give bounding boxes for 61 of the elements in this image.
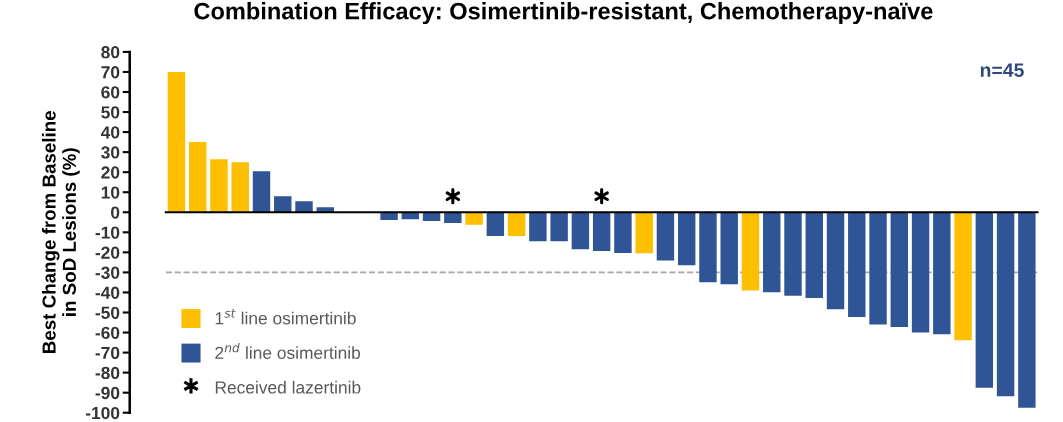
y-tick-label: -10	[95, 226, 120, 239]
bar	[614, 212, 632, 253]
y-tick-label: -50	[95, 306, 120, 319]
bar	[635, 212, 653, 254]
y-tick-label: 60	[101, 86, 120, 99]
bar	[996, 212, 1015, 397]
bar	[295, 201, 313, 213]
legend-label: 2$^{nd}$ line osimertinib	[215, 342, 361, 359]
bar	[763, 212, 781, 293]
y-tick-label: 40	[100, 126, 120, 139]
bar	[954, 212, 972, 341]
bar	[848, 212, 866, 317]
legend-label: Received lazertinib	[215, 380, 361, 394]
y-tick-label: 30	[101, 146, 120, 159]
bar	[189, 142, 207, 213]
y-axis-title: Best Change from Baseline in SoD Lesions (%)	[41, 111, 80, 353]
y-tick-label: 50	[101, 106, 120, 119]
y-tick-label: -80	[95, 366, 120, 380]
bar	[975, 212, 994, 388]
bar	[486, 212, 505, 236]
y-tick-label: -60	[95, 326, 120, 339]
bar	[252, 171, 271, 213]
y-tick-label: -20	[95, 246, 120, 259]
bar	[1018, 212, 1036, 408]
y-tick-label: -40	[95, 286, 120, 299]
bar	[699, 212, 717, 283]
bar	[890, 212, 909, 327]
bar	[380, 212, 398, 220]
y-tick-label: -100	[85, 406, 120, 420]
y-tick-label: 70	[101, 66, 120, 79]
bar	[784, 212, 802, 296]
bar	[507, 212, 526, 236]
annotation: n=45	[980, 63, 1024, 78]
bar	[571, 212, 590, 250]
bar	[805, 212, 823, 299]
bar	[592, 212, 611, 251]
bar	[210, 159, 228, 213]
bar	[274, 196, 292, 213]
y-tick-label: 80	[101, 46, 120, 59]
bar	[869, 212, 887, 325]
y-tick-label: 10	[101, 186, 120, 199]
y-tick-label: -90	[95, 386, 120, 400]
bar	[911, 212, 930, 333]
bar	[550, 212, 568, 242]
bar	[741, 212, 760, 291]
bar	[465, 212, 483, 225]
chart-title: Combination Efficacy: Osimertinib-resistant, Chemotherapy-naïve	[194, 2, 933, 25]
y-tick-label: -30	[95, 266, 120, 279]
y-tick-label: 20	[101, 166, 120, 179]
legend-label: 1$^{st}$ line osimertinib	[215, 309, 356, 325]
bar	[720, 212, 738, 285]
bar	[933, 212, 951, 335]
y-tick-label: 0	[111, 206, 120, 219]
bar	[167, 71, 186, 213]
bar	[656, 212, 675, 261]
bar	[529, 212, 547, 242]
bar	[444, 212, 462, 224]
bar	[826, 212, 845, 310]
y-tick-label: -70	[95, 346, 120, 360]
bar	[231, 162, 249, 213]
bar	[677, 212, 696, 266]
